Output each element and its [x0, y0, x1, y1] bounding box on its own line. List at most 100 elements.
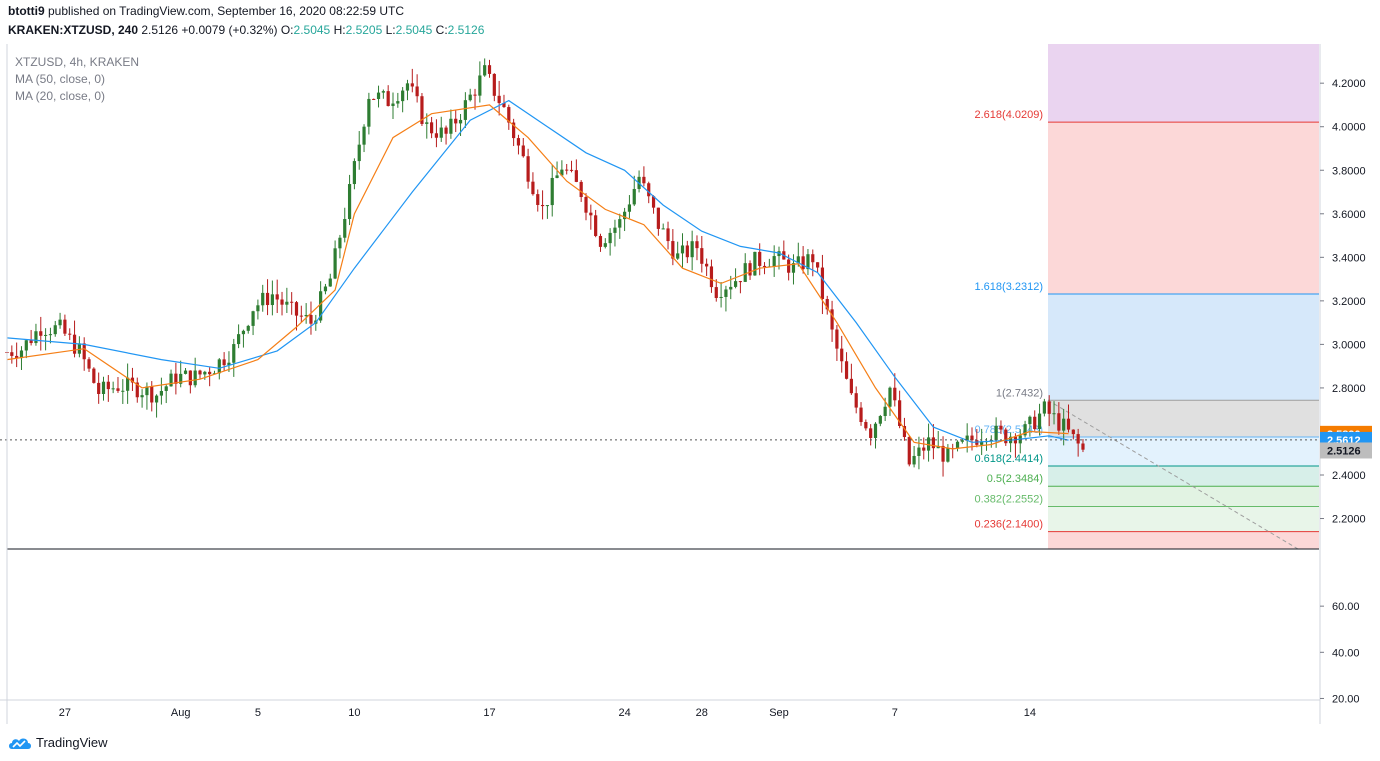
candle-body	[912, 455, 916, 465]
price-chart[interactable]: 2.618(4.0209) 1.618(3.2312) 1(2.7432) 0.786…	[0, 0, 1380, 724]
candle-body	[1033, 416, 1037, 430]
tradingview-brand: TradingView	[36, 735, 108, 750]
legend-symbol[interactable]: XTZUSD, 4h, KRAKEN	[15, 55, 140, 69]
published-text: published on TradingView.com, September …	[48, 4, 405, 18]
candle-body	[902, 425, 907, 438]
candle-body	[217, 359, 221, 374]
candle-body	[980, 441, 984, 445]
time-axis-label: 27	[59, 707, 71, 719]
candle-body	[405, 83, 410, 91]
candle-body	[222, 359, 226, 366]
candle-body	[791, 263, 796, 273]
candle-body	[347, 184, 352, 220]
candle-body	[420, 96, 424, 124]
candle-body	[955, 441, 960, 449]
legend-ma20[interactable]: MA (20, close, 0)	[15, 89, 106, 103]
candle-body	[690, 241, 694, 258]
candle-body	[965, 435, 969, 441]
candle-body	[849, 378, 853, 394]
candle-body	[396, 101, 400, 104]
symbol-line: KRAKEN:XTZUSD, 240 2.5126 +0.0079 (+0.32…	[8, 23, 484, 37]
candle-body	[468, 94, 472, 101]
open-value: 2.5045	[293, 23, 331, 37]
candle-body	[439, 127, 443, 138]
time-axis-label: 14	[1024, 707, 1036, 719]
candle-body	[386, 91, 390, 107]
candle-body	[454, 118, 458, 124]
fib-zone	[1048, 465, 1319, 487]
candle-body	[758, 251, 762, 266]
candle-body	[724, 289, 728, 297]
candle-body	[869, 428, 873, 438]
candle-body	[811, 254, 815, 263]
candle-body	[844, 361, 849, 379]
tradingview-logo[interactable]: TradingView	[8, 735, 108, 750]
candle-body	[613, 227, 617, 233]
candle-body	[825, 299, 829, 310]
candle-body	[560, 169, 564, 176]
candle-body	[198, 370, 202, 375]
symbol-label: KRAKEN:XTZUSD, 240	[8, 23, 139, 37]
candle-body	[1042, 401, 1046, 414]
candle-body	[946, 448, 950, 462]
candle-body	[1066, 418, 1071, 430]
candle-body	[598, 235, 603, 247]
candle-body	[323, 286, 328, 292]
candle-body	[772, 256, 776, 267]
candle-body	[319, 291, 323, 321]
candle-body	[743, 263, 747, 282]
candle-body	[994, 425, 998, 440]
high-label: H:	[333, 23, 346, 37]
publisher-name[interactable]: btotti9	[8, 4, 45, 18]
price-badge-label: 2.5126	[1327, 445, 1361, 457]
osc-axis-label: 60.00	[1332, 601, 1360, 613]
candle-body	[680, 245, 685, 254]
candle-body	[671, 241, 675, 259]
time-axis-label: Aug	[171, 707, 191, 719]
candle-body	[34, 331, 38, 344]
fib-level-label: 2.618(4.0209)	[975, 109, 1044, 121]
candle-body	[753, 251, 757, 276]
candle-body	[106, 381, 110, 390]
candle-body	[618, 219, 622, 228]
candle-body	[584, 197, 588, 213]
candle-body	[285, 301, 289, 305]
time-axis-label: Sep	[769, 707, 789, 719]
candle-body	[1081, 443, 1085, 450]
candle-body	[126, 377, 130, 391]
candle-body	[444, 127, 448, 134]
price-badge	[1320, 442, 1372, 459]
candle-body	[473, 94, 477, 96]
candle-body	[154, 395, 159, 403]
legend-ma50[interactable]: MA (50, close, 0)	[15, 72, 106, 86]
candle-body	[627, 204, 632, 212]
fib-zone	[1048, 437, 1319, 466]
candle-body	[1052, 413, 1056, 415]
candle-body	[1023, 424, 1027, 436]
candle-body	[738, 281, 742, 283]
candle-body	[10, 352, 14, 356]
candle-body	[130, 377, 135, 383]
candle-body	[888, 387, 892, 407]
candle-body	[92, 368, 96, 383]
fib-level-label: 1.618(3.2312)	[975, 281, 1044, 293]
candle-body	[483, 65, 487, 76]
price-axis-label: 4.2000	[1332, 78, 1366, 90]
candle-body	[642, 176, 646, 184]
candle-body	[179, 373, 183, 384]
candle-body	[661, 228, 665, 230]
candle-body	[246, 325, 250, 331]
candle-body	[29, 340, 33, 344]
candle-body	[989, 439, 993, 442]
ma50-line	[6, 99, 1069, 443]
low-value: 2.5045	[395, 23, 433, 37]
fib-zone	[1048, 506, 1319, 532]
price-axis-label: 4.0000	[1332, 122, 1366, 134]
fib-level-label: 0.382(2.2552)	[975, 494, 1044, 506]
candle-body	[487, 65, 492, 74]
price-change: +0.0079 (+0.32%)	[181, 23, 278, 37]
candle-body	[458, 119, 463, 124]
candle-body	[208, 371, 212, 375]
price-axis-label: 2.8000	[1332, 383, 1366, 395]
candle-body	[256, 305, 260, 312]
